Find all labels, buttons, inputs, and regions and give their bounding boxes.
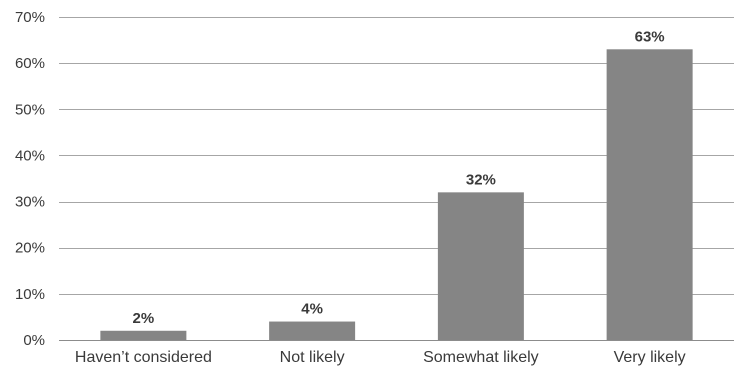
x-tick-label: Very likely	[614, 349, 686, 366]
x-tick-label: Somewhat likely	[423, 349, 539, 366]
x-tick-label: Haven’t considered	[75, 349, 212, 366]
bar	[100, 330, 187, 340]
data-label: 2%	[133, 310, 155, 327]
y-tick-label: 60%	[15, 55, 45, 72]
y-tick-label: 70%	[15, 9, 45, 26]
data-labels: 2% 4% 32% 63%	[133, 28, 665, 326]
y-axis-tick-labels: 0% 10% 20% 30% 40% 50% 60% 70%	[15, 9, 45, 349]
data-label: 63%	[635, 28, 665, 45]
y-tick-label: 50%	[15, 101, 45, 118]
bars	[100, 49, 693, 341]
y-tick-label: 20%	[15, 240, 45, 257]
data-label: 4%	[301, 301, 323, 318]
gridlines	[59, 17, 734, 341]
y-tick-label: 0%	[23, 332, 45, 349]
y-tick-label: 30%	[15, 194, 45, 211]
bar	[606, 49, 693, 341]
y-tick-label: 10%	[15, 286, 45, 303]
x-axis-tick-labels: Haven’t considered Not likely Somewhat lik…	[75, 349, 686, 366]
data-label: 32%	[466, 171, 496, 188]
y-tick-label: 40%	[15, 147, 45, 164]
bar	[437, 192, 524, 340]
bar	[269, 321, 356, 340]
x-tick-label: Not likely	[280, 349, 345, 366]
